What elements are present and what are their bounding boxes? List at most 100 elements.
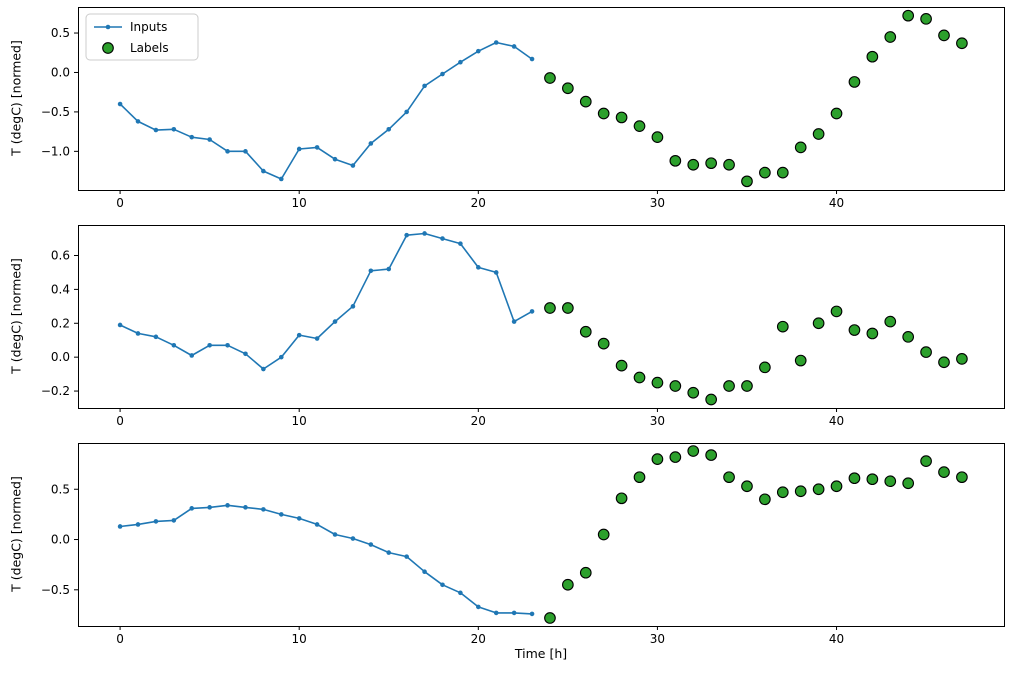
labels-point-marker [830, 305, 843, 318]
labels-point-marker [956, 37, 968, 50]
inputs-point-marker [117, 101, 123, 107]
labels-point-marker [633, 120, 646, 132]
inputs-point-marker [296, 146, 302, 152]
inputs-point-marker [261, 366, 266, 372]
inputs-point-marker [440, 582, 445, 588]
x-tick-label: 30 [650, 632, 665, 646]
labels-point-marker [938, 466, 950, 479]
labels-point-marker [776, 320, 789, 333]
inputs-point-marker [529, 611, 535, 617]
series-labels [544, 9, 968, 188]
series-labels [544, 445, 968, 624]
labels-point-marker [812, 483, 825, 496]
inputs-point-marker [458, 241, 463, 246]
labels-point-marker [794, 354, 807, 367]
inputs-line [119, 41, 533, 180]
legend-inputs-marker [105, 24, 111, 30]
x-tick-label: 20 [471, 196, 486, 210]
labels-point-marker [884, 475, 897, 488]
subplot-3: 0 10 20 30 40 0.5 0.0 −0.5 [41, 443, 1005, 646]
axes-frame [78, 225, 1005, 409]
inputs-point-marker [368, 268, 374, 274]
series-inputs [117, 231, 535, 372]
inputs-point-marker [458, 59, 463, 65]
inputs-point-marker [476, 265, 481, 270]
inputs-point-marker [511, 319, 517, 324]
y-tick-label: 0.2 [51, 316, 70, 330]
inputs-point-marker [189, 506, 195, 511]
inputs-point-marker [404, 109, 409, 115]
inputs-point-marker [261, 507, 266, 512]
inputs-point-marker [296, 332, 302, 338]
inputs-point-marker [458, 590, 463, 596]
inputs-point-marker [261, 168, 266, 174]
x-tick-label: 40 [829, 414, 844, 428]
inputs-point-marker [243, 351, 248, 357]
labels-point-marker [597, 107, 610, 120]
inputs-point-marker [243, 505, 248, 510]
inputs-point-marker [422, 83, 427, 89]
inputs-point-marker [511, 610, 517, 616]
labels-point-marker [723, 380, 735, 392]
labels-point-marker [956, 471, 968, 484]
inputs-point-marker [404, 554, 409, 559]
axes-frame [78, 7, 1005, 191]
labels-point-marker [651, 453, 664, 465]
inputs-point-marker [278, 512, 284, 517]
inputs-point-marker [350, 536, 356, 541]
inputs-point-marker [117, 322, 123, 328]
inputs-point-marker [135, 522, 141, 527]
inputs-point-marker [440, 236, 445, 241]
legend-labels-marker [102, 42, 114, 54]
legend-box [85, 13, 199, 61]
labels-point-marker [866, 50, 879, 63]
labels-point-marker [794, 485, 807, 498]
labels-point-marker [669, 154, 682, 167]
inputs-point-marker [189, 134, 195, 140]
legend-labels-label: Labels [130, 41, 169, 55]
inputs-point-marker [350, 304, 356, 309]
labels-point-marker [633, 471, 646, 484]
inputs-point-marker [225, 343, 230, 348]
labels-point-marker [794, 141, 807, 154]
x-tick-label: 20 [471, 414, 486, 428]
inputs-point-marker [350, 163, 356, 168]
inputs-point-marker [476, 604, 481, 610]
labels-point-marker [615, 359, 628, 372]
inputs-point-marker [404, 232, 409, 238]
inputs-point-marker [278, 176, 284, 182]
labels-point-marker [615, 492, 628, 505]
series-inputs [117, 503, 535, 617]
labels-point-marker [705, 157, 718, 170]
inputs-point-marker [171, 343, 177, 348]
inputs-point-marker [386, 550, 392, 555]
inputs-point-marker [207, 343, 212, 348]
inputs-point-marker [225, 149, 230, 154]
x-tick-label: 10 [292, 196, 307, 210]
y-tick-label: −0.5 [41, 583, 70, 597]
labels-point-marker [830, 480, 843, 493]
labels-point-marker [812, 317, 825, 330]
labels-point-marker [651, 131, 664, 144]
labels-point-marker [741, 380, 753, 392]
labels-point-marker [920, 346, 932, 358]
labels-point-marker [741, 175, 753, 188]
labels-point-marker [651, 376, 664, 389]
inputs-point-marker [529, 309, 535, 314]
x-tick-label: 0 [116, 632, 124, 646]
y-tick-label: −0.2 [41, 384, 70, 398]
x-tick-label: 10 [292, 632, 307, 646]
labels-point-marker [956, 353, 968, 365]
inputs-point-marker [511, 44, 517, 49]
labels-point-marker [579, 95, 592, 108]
labels-point-marker [687, 386, 700, 399]
labels-point-marker [669, 451, 682, 463]
labels-point-marker [741, 480, 753, 493]
inputs-point-marker [476, 48, 481, 54]
y-tick-label: 0.6 [51, 249, 70, 263]
inputs-point-marker [368, 141, 374, 146]
labels-point-marker [848, 324, 861, 336]
inputs-point-marker [493, 610, 499, 616]
inputs-point-marker [386, 126, 392, 132]
